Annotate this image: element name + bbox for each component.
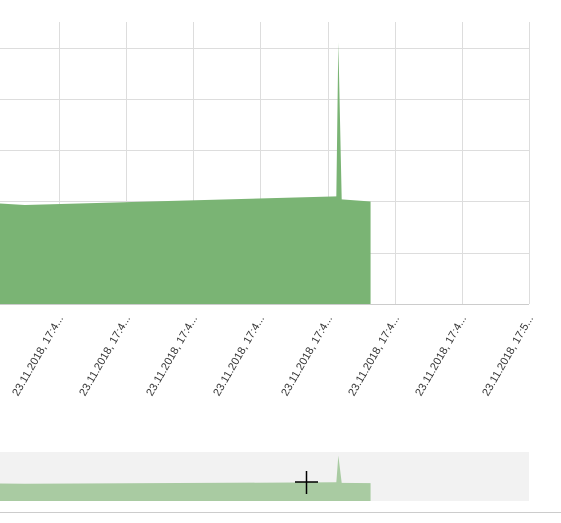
x-tick-label: 23.11.2018, 17:5...	[480, 314, 536, 399]
x-tick-label: 23.11.2018, 17:4...	[413, 314, 469, 399]
x-tick-label: 23.11.2018, 17:4...	[10, 314, 66, 399]
x-tick-label: 23.11.2018, 17:4...	[279, 314, 335, 399]
x-tick-label: 23.11.2018, 17:4...	[211, 314, 267, 399]
crosshair-cursor	[295, 471, 318, 494]
area	[0, 42, 371, 304]
navigator-area	[0, 455, 371, 501]
x-tick-label: 23.11.2018, 17:4...	[144, 314, 200, 399]
x-tick-label: 23.11.2018, 17:4...	[77, 314, 133, 399]
x-tick-label: 23.11.2018, 17:4...	[346, 314, 402, 399]
